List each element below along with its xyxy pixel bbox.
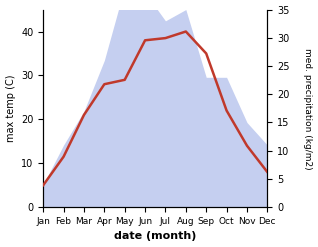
X-axis label: date (month): date (month): [114, 231, 197, 242]
Y-axis label: max temp (C): max temp (C): [5, 75, 16, 142]
Y-axis label: med. precipitation (kg/m2): med. precipitation (kg/m2): [303, 48, 313, 169]
